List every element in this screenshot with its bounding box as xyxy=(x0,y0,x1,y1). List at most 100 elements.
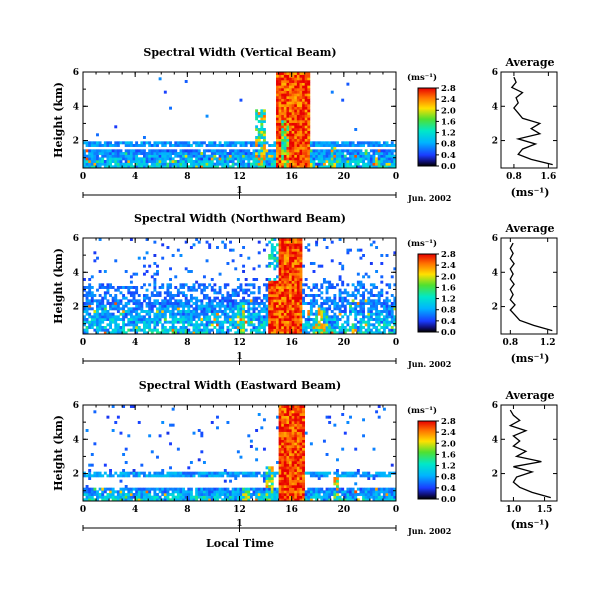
heatmap-cell xyxy=(247,312,251,316)
heatmap-cell xyxy=(161,162,165,166)
heatmap-cell xyxy=(281,320,285,324)
heatmap-cell xyxy=(270,469,274,472)
heatmap-cell xyxy=(226,498,230,502)
heatmap-cell xyxy=(309,487,313,491)
heatmap-cell xyxy=(354,471,358,475)
heatmap-cell xyxy=(294,288,298,292)
heatmap-cell xyxy=(390,141,394,145)
heatmap-cell xyxy=(116,304,120,308)
heatmap-cell xyxy=(281,160,285,163)
heatmap-cell xyxy=(208,471,212,475)
heatmap-cell xyxy=(283,477,287,480)
heatmap-cell xyxy=(135,304,139,308)
heatmap-cell xyxy=(286,407,290,411)
heatmap-cell xyxy=(156,144,159,147)
heatmap-cell xyxy=(388,149,392,153)
heatmap-cell xyxy=(103,310,107,313)
heatmap-cell xyxy=(283,117,287,121)
heatmap-cell xyxy=(145,310,149,313)
heatmap-cell xyxy=(216,291,219,295)
heatmap-cell xyxy=(283,72,287,75)
heatmap-cell xyxy=(124,296,128,300)
heatmap-cell xyxy=(202,471,206,475)
heatmap-cell xyxy=(111,328,115,332)
heatmap-cell xyxy=(286,280,290,284)
heatmap-cell xyxy=(116,160,120,163)
heatmap-cell xyxy=(296,304,300,308)
heatmap-cell xyxy=(354,490,358,494)
heatmap-cell xyxy=(231,165,235,169)
heatmap-cell xyxy=(322,328,326,332)
heatmap-cell xyxy=(231,160,235,163)
heatmap-cell xyxy=(255,493,259,496)
heatmap-cell xyxy=(382,152,386,155)
heatmap-cell xyxy=(174,315,178,319)
heatmap-cell xyxy=(325,318,329,321)
heatmap-cell xyxy=(294,120,298,123)
heatmap-cell xyxy=(286,299,290,303)
heatmap-cell xyxy=(156,495,159,499)
heatmap-cell xyxy=(122,294,126,297)
heatmap-cell xyxy=(356,487,360,491)
heatmap-cell xyxy=(111,429,115,432)
heatmap-cell xyxy=(322,149,326,153)
heatmap-cell xyxy=(140,286,144,289)
heatmap-cell xyxy=(158,294,162,297)
heatmap-cell xyxy=(153,302,157,305)
heatmap-cell xyxy=(294,157,298,161)
heatmap-cell xyxy=(369,495,373,499)
heatmap-cell xyxy=(179,310,183,313)
heatmap-cell xyxy=(184,328,188,332)
heatmap-cell xyxy=(197,304,201,308)
heatmap-cell xyxy=(359,490,363,494)
heatmap-cell xyxy=(226,157,230,161)
heatmap-cell xyxy=(312,154,316,158)
heatmap-cell xyxy=(333,141,337,145)
heatmap-cell xyxy=(356,157,360,161)
heatmap-cell xyxy=(262,112,266,115)
heatmap-cell xyxy=(103,296,107,300)
heatmap-cell xyxy=(286,144,290,147)
heatmap-cell xyxy=(388,312,392,316)
heatmap-cell xyxy=(364,498,368,502)
heatmap-cell xyxy=(289,415,292,419)
heatmap-cell xyxy=(244,302,248,305)
heatmap-cell xyxy=(375,326,379,329)
heatmap-cell xyxy=(210,304,214,308)
heatmap-cell xyxy=(111,498,115,502)
heatmap-cell xyxy=(315,312,319,316)
heatmap-cell xyxy=(283,286,287,289)
heatmap-cell xyxy=(216,487,219,491)
heatmap-cell xyxy=(242,288,246,292)
heatmap-cell xyxy=(247,165,251,169)
heatmap-cell xyxy=(338,318,342,321)
heatmap-cell xyxy=(273,312,277,316)
heatmap-cell xyxy=(103,165,107,169)
heatmap-cell xyxy=(114,259,118,263)
heatmap-cell xyxy=(218,474,222,478)
heatmap-cell xyxy=(390,152,394,155)
heatmap-cell xyxy=(283,315,287,319)
heatmap-cell xyxy=(367,291,371,295)
heatmap-cell xyxy=(330,328,334,332)
heatmap-cell xyxy=(377,315,381,319)
heatmap-cell xyxy=(93,162,97,166)
heatmap-cell xyxy=(257,493,261,496)
heatmap-cell xyxy=(351,326,355,329)
heatmap-cell xyxy=(330,160,334,163)
heatmap-cell xyxy=(283,278,287,281)
heatmap-cell xyxy=(278,328,282,332)
heatmap-cell xyxy=(294,469,298,472)
heatmap-cell xyxy=(216,415,219,419)
heatmap-cell xyxy=(96,498,99,502)
heatmap-cell xyxy=(291,82,295,86)
heatmap-cell xyxy=(153,157,157,161)
heatmap-cell xyxy=(135,302,139,305)
heatmap-cell xyxy=(281,238,285,241)
heatmap-cell xyxy=(289,495,292,499)
heatmap-cell xyxy=(249,144,253,147)
heatmap-cell xyxy=(226,299,230,303)
heatmap-cell xyxy=(276,93,279,97)
heatmap-cell xyxy=(257,498,261,502)
heatmap-cell xyxy=(338,157,342,161)
